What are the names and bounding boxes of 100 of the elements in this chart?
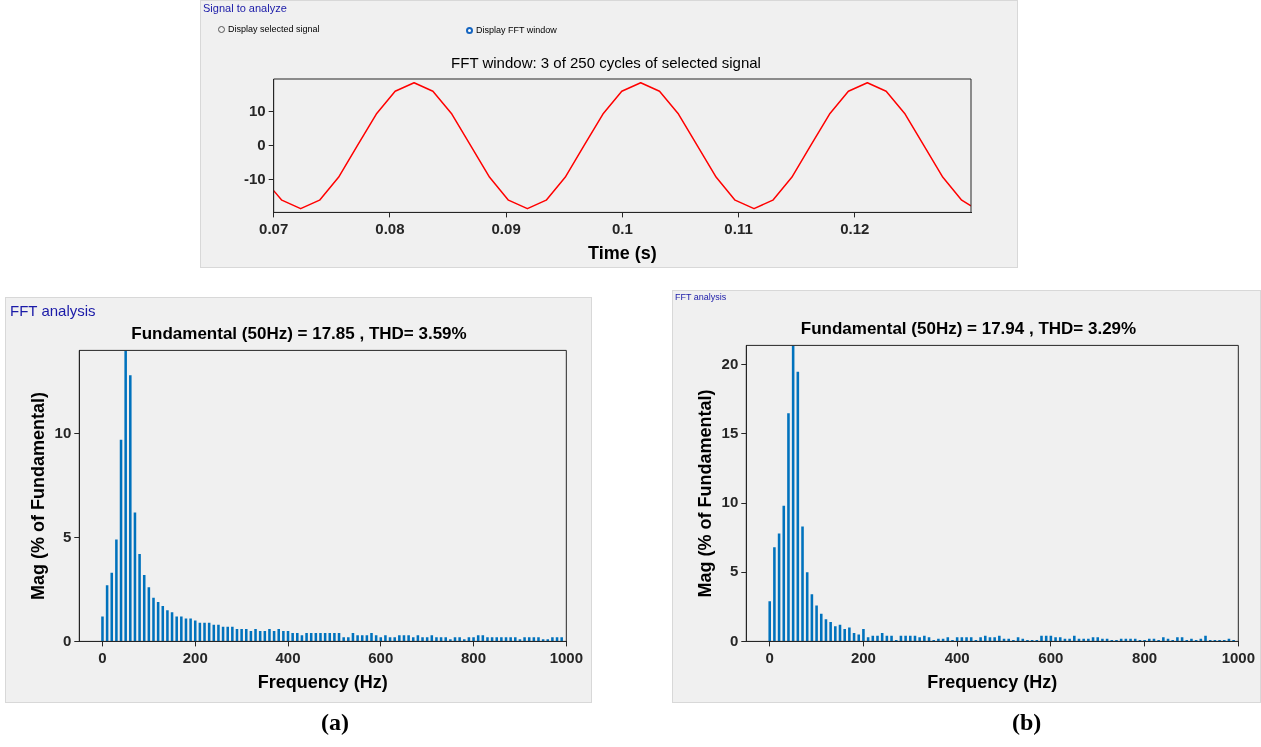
- text: Display selected signal: [228, 24, 320, 34]
- bar: [384, 635, 387, 641]
- bar: [203, 622, 206, 641]
- bar: [890, 635, 893, 641]
- bar: [969, 637, 973, 641]
- bar: [848, 627, 851, 641]
- bar: [1190, 638, 1193, 641]
- x-axis-title: Frequency (Hz): [927, 672, 1058, 693]
- x-tick-label: 800: [1132, 648, 1158, 666]
- bar: [254, 628, 257, 641]
- bar: [983, 635, 987, 641]
- x-tick-label: 0.08: [375, 219, 405, 237]
- bar: [1058, 637, 1062, 641]
- text: (a): [321, 709, 349, 735]
- bar: [993, 637, 996, 641]
- x-tick-label: 0.12: [840, 219, 870, 237]
- bar: [937, 638, 940, 641]
- bar: [1129, 638, 1132, 641]
- bar: [305, 633, 308, 641]
- y-tick-label: 0: [729, 631, 739, 649]
- bar: [129, 375, 132, 641]
- bar: [514, 637, 517, 641]
- x-tick-label: 0.11: [724, 219, 753, 237]
- bar: [876, 635, 879, 641]
- bar: [1176, 637, 1179, 641]
- bar: [537, 637, 540, 641]
- bar: [268, 628, 271, 641]
- bar: [909, 635, 912, 641]
- bar: [998, 635, 1001, 641]
- y-tick-label: 10: [248, 101, 266, 119]
- x-tick-label: 600: [1038, 648, 1064, 666]
- bar: [801, 526, 804, 641]
- x-tick-label: 800: [461, 648, 487, 666]
- text: (b): [1012, 709, 1042, 735]
- bar: [918, 637, 921, 641]
- y-tick-label: 10: [721, 493, 739, 511]
- y-tick-label: 5: [729, 562, 739, 580]
- bar: [217, 624, 220, 641]
- bar: [773, 547, 776, 641]
- chart-title: Fundamental (50Hz) = 17.94 , THD= 3.29%: [800, 318, 1137, 338]
- bar: [1021, 638, 1025, 641]
- bar: [193, 620, 197, 641]
- bar: [965, 637, 968, 641]
- bar: [782, 505, 786, 641]
- bar: [551, 637, 554, 641]
- bar: [333, 633, 336, 641]
- x-tick-label: 200: [182, 648, 208, 666]
- bar: [1133, 638, 1137, 641]
- y-axis-title: Mag (% of Fundamental): [694, 389, 715, 598]
- bar: [226, 626, 229, 641]
- bar: [1096, 637, 1100, 641]
- bar: [1073, 635, 1076, 641]
- text: Display FFT window: [476, 25, 557, 35]
- bar: [1204, 635, 1207, 641]
- bar: [347, 637, 350, 641]
- bar: [370, 633, 373, 641]
- bar: [1007, 638, 1010, 641]
- bar: [138, 554, 141, 641]
- bar: [444, 637, 447, 641]
- bar: [435, 637, 438, 641]
- bar: [819, 613, 823, 641]
- bar: [277, 628, 281, 641]
- bar: [411, 637, 415, 641]
- bar: [829, 622, 832, 641]
- bar: [1068, 638, 1071, 641]
- bar: [296, 633, 299, 641]
- y-tick-label: 20: [721, 354, 739, 372]
- bar: [166, 610, 169, 641]
- bar: [979, 637, 982, 641]
- bar: [857, 634, 861, 641]
- bar: [862, 628, 865, 641]
- bar: [843, 628, 846, 641]
- bar: [1087, 638, 1090, 641]
- bar: [115, 539, 118, 641]
- bar: [815, 605, 818, 641]
- bar: [110, 572, 114, 641]
- bar: [124, 350, 127, 641]
- bar: [1101, 638, 1104, 641]
- bar: [360, 635, 364, 641]
- text: FFT analysis: [675, 292, 727, 302]
- bar: [458, 637, 461, 641]
- bar: [1040, 635, 1043, 641]
- text: Signal to analyze: [203, 2, 287, 14]
- x-tick-label: 0: [765, 648, 774, 666]
- bar: [509, 637, 512, 641]
- bar: [1082, 638, 1085, 641]
- chart-title: FFT window: 3 of 250 cycles of selected signal: [451, 54, 761, 72]
- bar: [398, 635, 401, 641]
- bar: [421, 637, 424, 641]
- x-tick-label: 1000: [549, 648, 583, 666]
- bar: [101, 616, 104, 641]
- bar: [180, 616, 183, 641]
- bar: [152, 597, 155, 641]
- bar: [342, 637, 345, 641]
- y-tick-label: 0: [62, 631, 72, 649]
- bar: [1147, 638, 1151, 641]
- x-tick-label: 1000: [1221, 648, 1255, 666]
- bar: [486, 637, 489, 641]
- y-tick-label: -10: [243, 169, 266, 187]
- bar: [500, 637, 503, 641]
